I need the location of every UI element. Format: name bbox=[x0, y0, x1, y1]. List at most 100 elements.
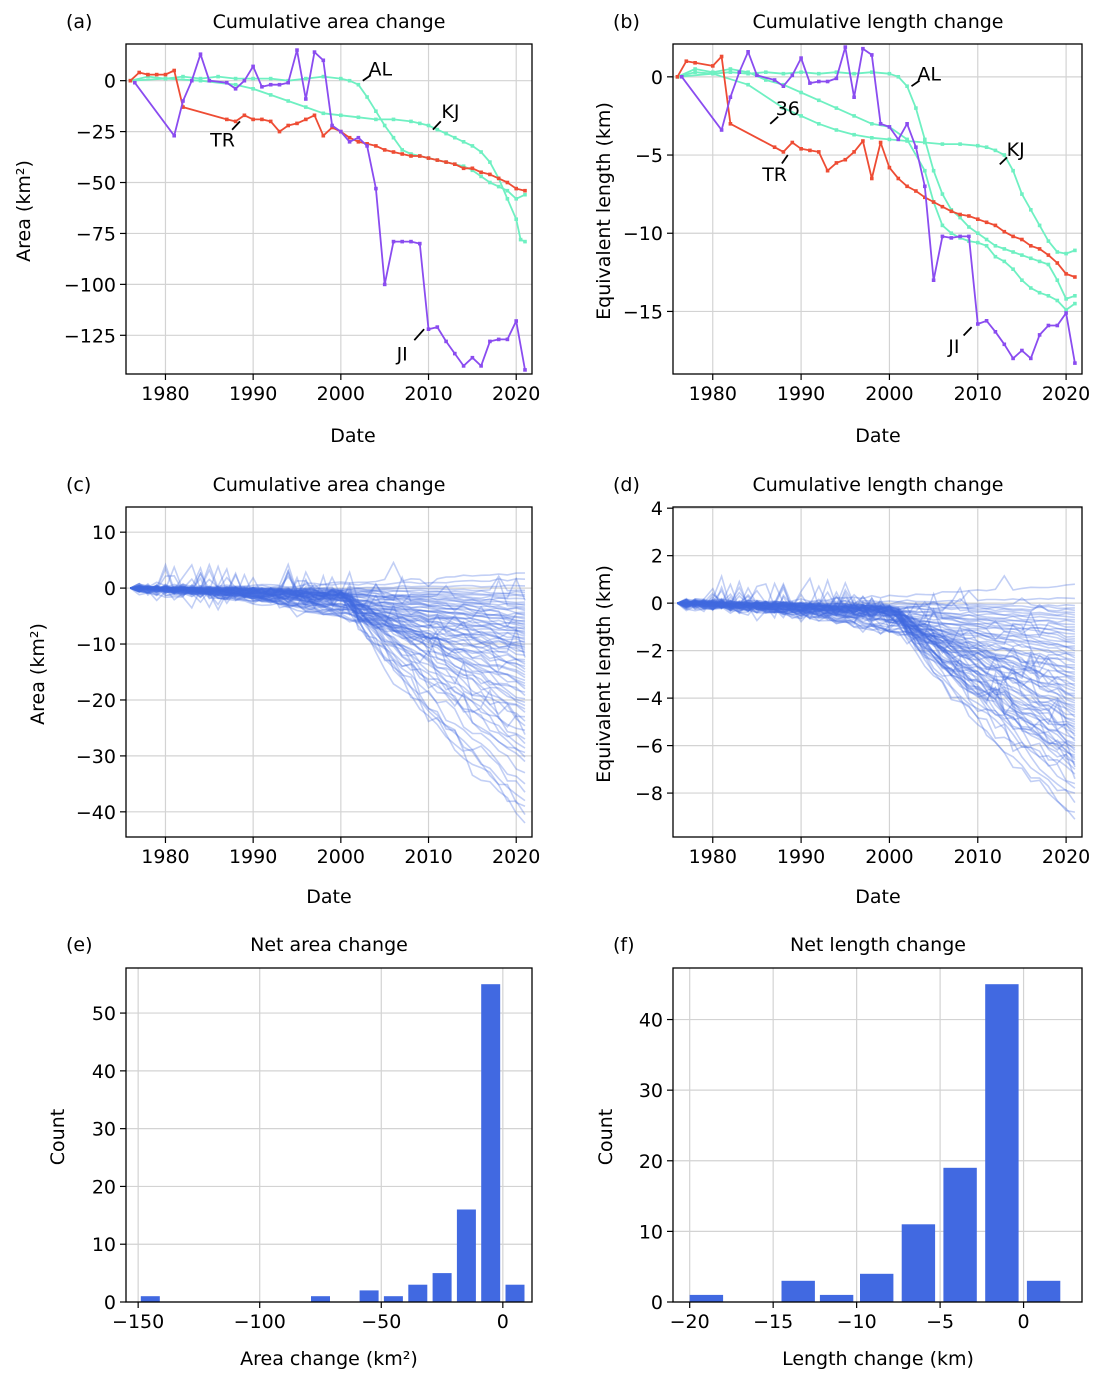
data-point bbox=[1020, 237, 1024, 242]
histogram-bar bbox=[505, 1284, 525, 1302]
data-point bbox=[356, 135, 361, 140]
data-point bbox=[523, 192, 527, 197]
data-point bbox=[523, 239, 527, 244]
data-point bbox=[693, 67, 697, 71]
data-point bbox=[931, 278, 936, 282]
data-point bbox=[181, 105, 185, 109]
data-point bbox=[382, 123, 387, 128]
axes-frame bbox=[125, 967, 533, 1303]
data-point bbox=[268, 76, 273, 81]
glacier-line bbox=[677, 595, 1076, 683]
glacier-line bbox=[677, 601, 1075, 643]
histogram-bar bbox=[943, 1167, 977, 1302]
data-point bbox=[295, 48, 299, 52]
data-point bbox=[993, 223, 998, 228]
data-point bbox=[453, 162, 457, 166]
data-point bbox=[374, 186, 378, 191]
data-point bbox=[870, 53, 874, 57]
x-tick-label: 1980 bbox=[689, 383, 737, 405]
annotation-label: 36 bbox=[776, 98, 800, 120]
data-point bbox=[1020, 278, 1024, 282]
glacier-line bbox=[677, 594, 1076, 749]
glacier-line bbox=[130, 587, 526, 658]
x-tick-label: −10 bbox=[837, 1311, 877, 1333]
series-line bbox=[677, 71, 1076, 300]
data-point bbox=[496, 184, 501, 189]
x-tick-label: 1990 bbox=[229, 383, 277, 405]
glacier-line bbox=[677, 601, 1075, 641]
axes-frame bbox=[672, 43, 1083, 375]
glacier-line bbox=[677, 598, 1076, 751]
data-point bbox=[233, 87, 238, 91]
data-point bbox=[984, 220, 989, 225]
glacier-line bbox=[677, 600, 1075, 695]
glacier-line bbox=[677, 594, 1076, 735]
data-point bbox=[207, 78, 212, 83]
panel-f-title: Net length change bbox=[790, 934, 966, 956]
data-point bbox=[347, 140, 352, 144]
glacier-line bbox=[130, 573, 526, 631]
data-point bbox=[1029, 244, 1033, 248]
glacier-line bbox=[130, 586, 526, 618]
data-point bbox=[312, 50, 317, 54]
data-point bbox=[958, 215, 962, 220]
glacier-line bbox=[677, 601, 1076, 709]
glacier-line bbox=[130, 586, 526, 595]
glacier-line bbox=[130, 574, 526, 641]
annotation-leader bbox=[413, 328, 425, 341]
x-tick-label: 2020 bbox=[492, 846, 540, 868]
grid bbox=[673, 44, 1082, 374]
data-point bbox=[852, 114, 856, 118]
plot-area bbox=[675, 45, 1077, 365]
y-tick-label: −125 bbox=[64, 325, 116, 347]
data-point bbox=[479, 174, 483, 179]
glacier-line bbox=[677, 581, 1076, 747]
data-point bbox=[216, 74, 220, 79]
glacier-line bbox=[677, 598, 1076, 731]
data-point bbox=[400, 239, 404, 244]
y-tick-label: 4 bbox=[651, 498, 663, 520]
data-point bbox=[799, 147, 803, 151]
data-point bbox=[304, 76, 308, 81]
glacier-line bbox=[130, 568, 526, 679]
data-point bbox=[304, 117, 308, 122]
data-point bbox=[198, 52, 203, 56]
data-point bbox=[426, 123, 431, 128]
data-point bbox=[488, 160, 492, 164]
data-point bbox=[233, 119, 238, 124]
data-point bbox=[488, 180, 492, 185]
data-point bbox=[905, 184, 909, 189]
glacier-line bbox=[677, 598, 1076, 754]
glacier-line bbox=[130, 566, 526, 646]
glacier-line bbox=[676, 596, 1076, 820]
data-point bbox=[781, 71, 786, 76]
panel-f-net-length-histogram: (f) Net length change Length change (km)… bbox=[595, 934, 1083, 1370]
data-point bbox=[330, 125, 334, 130]
panel-d-ylabel: Equivalent length (km) bbox=[593, 565, 615, 783]
annotation-leader bbox=[910, 79, 921, 87]
glacier-line bbox=[130, 586, 526, 596]
data-point bbox=[409, 152, 413, 156]
data-point bbox=[711, 70, 715, 74]
panel-d-label: (d) bbox=[613, 474, 640, 496]
data-point bbox=[781, 84, 786, 88]
data-point bbox=[523, 368, 527, 372]
glacier-line bbox=[130, 560, 526, 594]
data-point bbox=[391, 117, 396, 122]
panel-e-title: Net area change bbox=[250, 934, 408, 956]
data-point bbox=[286, 123, 290, 128]
panel-c-cumulative-area-all: (c) Cumulative area change Date Area (km… bbox=[27, 474, 540, 908]
glacier-line bbox=[677, 597, 1076, 659]
data-point bbox=[799, 114, 803, 118]
data-point bbox=[312, 113, 317, 118]
data-point bbox=[1020, 348, 1024, 353]
data-point bbox=[251, 117, 255, 122]
glacier-line bbox=[677, 593, 1076, 730]
glacier-line bbox=[130, 585, 526, 622]
x-tick-label: 2000 bbox=[317, 383, 365, 405]
data-point bbox=[958, 212, 962, 217]
glacier-line bbox=[677, 602, 1076, 652]
data-point bbox=[905, 84, 909, 88]
data-point bbox=[505, 197, 510, 201]
